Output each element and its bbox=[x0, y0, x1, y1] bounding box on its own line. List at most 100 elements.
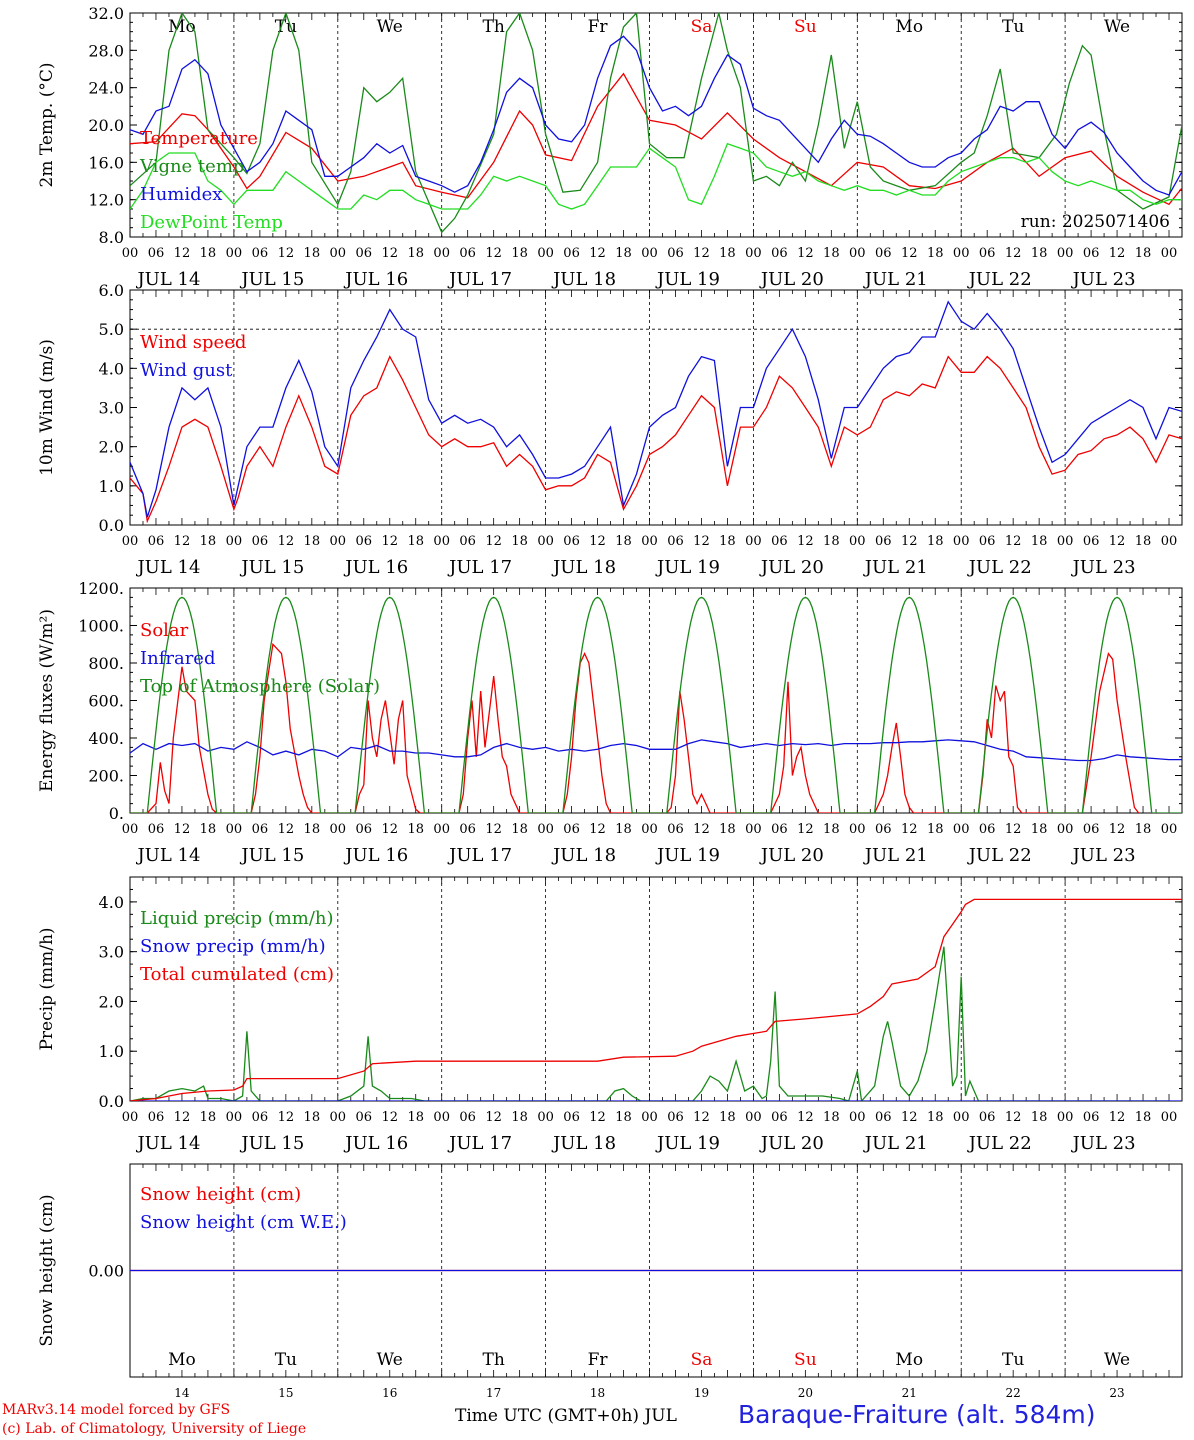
series-line-top-of-atmosphere-solar bbox=[130, 596, 1182, 813]
y-tick-label: 3.0 bbox=[99, 399, 124, 418]
hour-tick-label: 00 bbox=[226, 534, 243, 549]
date-label: JUL 15 bbox=[239, 557, 304, 578]
hour-tick-label: 06 bbox=[356, 246, 373, 261]
date-label: JUL 17 bbox=[447, 269, 512, 290]
temperature-y-axis-label: 2m Temp. (°C) bbox=[37, 62, 57, 187]
hour-tick-label: 00 bbox=[122, 1110, 139, 1125]
hour-tick-label: 12 bbox=[278, 822, 295, 837]
hour-tick-label: 06 bbox=[979, 246, 996, 261]
wind-y-axis-label: 10m Wind (m/s) bbox=[37, 339, 57, 476]
hour-tick-label: 12 bbox=[174, 822, 191, 837]
series-line-infrared bbox=[130, 739, 1182, 762]
date-label: JUL 19 bbox=[655, 269, 720, 290]
hour-tick-label: 12 bbox=[381, 534, 398, 549]
hour-tick-label: 12 bbox=[901, 822, 918, 837]
y-tick-label: 600. bbox=[88, 692, 124, 711]
legend-entry: Liquid precip (mm/h) bbox=[140, 908, 334, 929]
hour-tick-label: 06 bbox=[1083, 1110, 1100, 1125]
hour-tick-label: 00 bbox=[953, 1110, 970, 1125]
hour-tick-label: 18 bbox=[1031, 534, 1048, 549]
hour-tick-label: 00 bbox=[1057, 1110, 1074, 1125]
hour-tick-label: 12 bbox=[1005, 1110, 1022, 1125]
hour-tick-label: 18 bbox=[927, 534, 944, 549]
hour-tick-label: 12 bbox=[797, 534, 814, 549]
hour-tick-label: 18 bbox=[927, 246, 944, 261]
hour-tick-label: 06 bbox=[875, 822, 892, 837]
hour-tick-label: 06 bbox=[252, 246, 269, 261]
weekday-label: Su bbox=[794, 17, 817, 37]
hour-tick-label: 06 bbox=[563, 822, 580, 837]
hour-tick-label: 06 bbox=[148, 534, 165, 549]
hour-tick-label: 00 bbox=[953, 822, 970, 837]
hour-tick-label: 00 bbox=[1161, 534, 1178, 549]
hour-tick-label: 18 bbox=[1135, 534, 1152, 549]
date-label: JUL 22 bbox=[967, 1133, 1032, 1154]
weekday-label: Sa bbox=[691, 1350, 713, 1370]
temperature-panel: 8.0 12.0 16.0 20.0 24.0 28.0 32.0 2m Temp. (°C)… bbox=[37, 4, 1183, 290]
hour-tick-label: 18 bbox=[719, 822, 736, 837]
hour-tick-label: 18 bbox=[511, 822, 528, 837]
hour-tick-label: 06 bbox=[771, 246, 788, 261]
hour-tick-label: 12 bbox=[901, 246, 918, 261]
snow-panel: 0.00 Snow height (cm) Mo 14 Tu 15 We 16 Th 17 Fr 18… bbox=[37, 1163, 1183, 1400]
day-number-label: 20 bbox=[798, 1386, 813, 1400]
y-tick-label: 800. bbox=[88, 654, 124, 673]
series-line-solar bbox=[130, 642, 1140, 813]
date-label: JUL 17 bbox=[447, 845, 512, 866]
legend-entry: Infrared bbox=[140, 648, 215, 669]
snow-y-axis-label: Snow height (cm) bbox=[37, 1194, 57, 1346]
hour-tick-label: 06 bbox=[771, 1110, 788, 1125]
hour-tick-label: 18 bbox=[1135, 246, 1152, 261]
hour-tick-label: 18 bbox=[927, 1110, 944, 1125]
hour-tick-label: 00 bbox=[641, 246, 658, 261]
date-label: JUL 15 bbox=[239, 1133, 304, 1154]
hour-tick-label: 18 bbox=[823, 1110, 840, 1125]
legend-entry: Snow height (cm) bbox=[140, 1184, 301, 1205]
weekday-label: We bbox=[1104, 17, 1130, 37]
y-tick-label: 4.0 bbox=[99, 893, 124, 912]
hour-tick-label: 12 bbox=[589, 1110, 606, 1125]
hour-tick-label: 00 bbox=[226, 822, 243, 837]
hour-tick-label: 18 bbox=[511, 246, 528, 261]
hour-tick-label: 00 bbox=[745, 534, 762, 549]
series-line-total-cumulated-cm bbox=[130, 898, 1182, 1101]
hour-tick-label: 12 bbox=[797, 246, 814, 261]
hour-tick-label: 06 bbox=[667, 534, 684, 549]
date-label: JUL 20 bbox=[759, 557, 824, 578]
hour-tick-label: 12 bbox=[1109, 534, 1126, 549]
wind-panel: 0.0 1.0 2.0 3.0 4.0 5.0 6.0 10m Wind (m/s) 00 06 1… bbox=[37, 281, 1183, 578]
hour-tick-label: 12 bbox=[485, 1110, 502, 1125]
hour-tick-label: 00 bbox=[330, 246, 347, 261]
hour-tick-label: 18 bbox=[200, 534, 217, 549]
legend-entry: Total cumulated (cm) bbox=[140, 964, 334, 985]
date-label: JUL 15 bbox=[239, 269, 304, 290]
weekday-label: Su bbox=[794, 1350, 817, 1370]
hour-tick-label: 06 bbox=[356, 822, 373, 837]
hour-tick-label: 00 bbox=[433, 1110, 450, 1125]
hour-tick-label: 00 bbox=[537, 534, 554, 549]
hour-tick-label: 00 bbox=[226, 1110, 243, 1125]
hour-tick-label: 06 bbox=[771, 534, 788, 549]
hour-tick-label: 12 bbox=[381, 822, 398, 837]
y-tick-label: 1200. bbox=[78, 579, 124, 598]
date-label: JUL 21 bbox=[863, 557, 928, 578]
date-label: JUL 22 bbox=[967, 269, 1032, 290]
hour-tick-label: 00 bbox=[330, 822, 347, 837]
date-label: JUL 19 bbox=[655, 845, 720, 866]
y-tick-label: 32.0 bbox=[88, 4, 124, 23]
y-tick-label: 0.0 bbox=[99, 516, 124, 535]
hour-tick-label: 00 bbox=[641, 534, 658, 549]
weekday-label: Mo bbox=[168, 1350, 196, 1370]
weekday-label: Th bbox=[483, 1350, 505, 1370]
hour-tick-label: 12 bbox=[381, 246, 398, 261]
date-label: JUL 16 bbox=[343, 269, 408, 290]
hour-tick-label: 06 bbox=[459, 534, 476, 549]
day-number-label: 19 bbox=[694, 1386, 709, 1400]
series-line-dewpoint-temp bbox=[130, 142, 1182, 210]
hour-tick-label: 12 bbox=[174, 246, 191, 261]
y-tick-label: 5.0 bbox=[99, 320, 124, 339]
hour-tick-label: 12 bbox=[1005, 534, 1022, 549]
weekday-label: We bbox=[1104, 1350, 1130, 1370]
weekday-label: Tu bbox=[275, 1350, 297, 1370]
legend-entry: Top of Atmosphere (Solar) bbox=[140, 676, 380, 697]
